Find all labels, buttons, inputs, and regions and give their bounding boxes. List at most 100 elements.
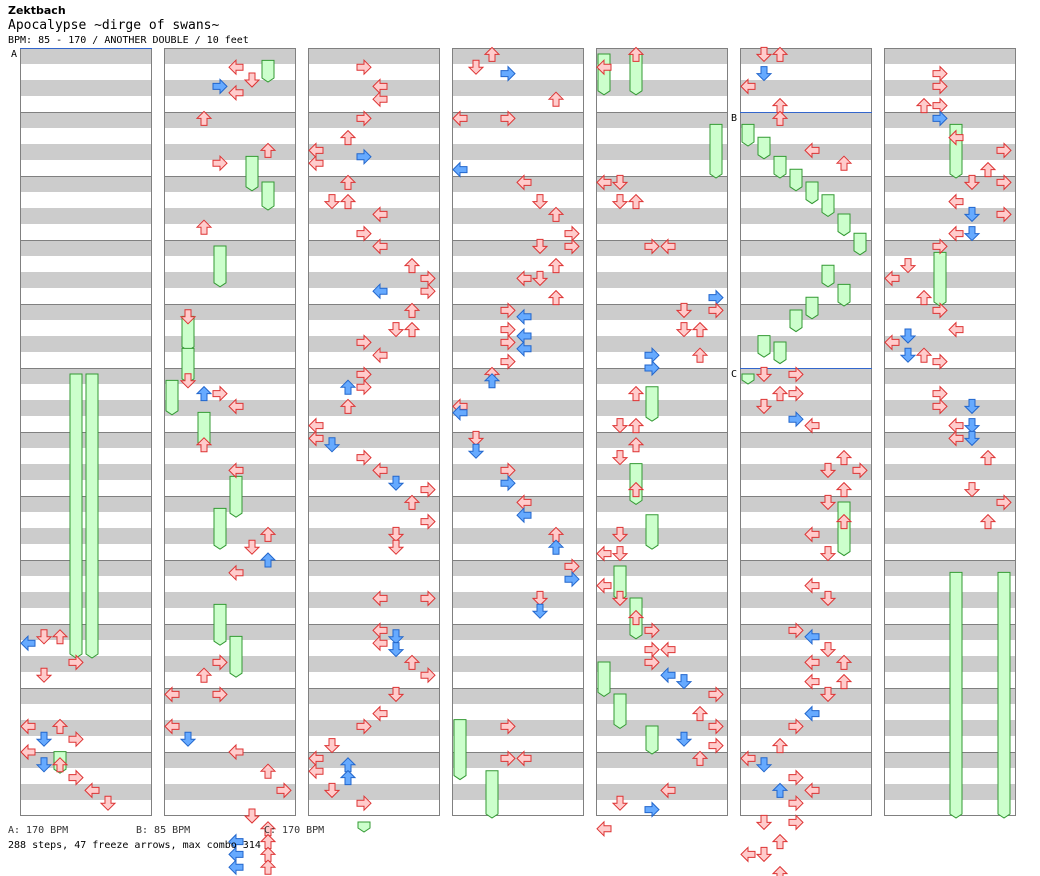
step-arrow <box>788 622 804 639</box>
freeze-arrow <box>165 379 179 416</box>
step-arrow <box>691 705 709 722</box>
beat-stripe <box>884 48 1016 64</box>
step-arrow-shape <box>996 142 1012 159</box>
step-arrow-shape <box>948 321 964 338</box>
step-arrow-shape <box>500 750 516 767</box>
step-arrow <box>387 686 405 703</box>
step-arrow-shape <box>899 258 917 274</box>
beat-stripe <box>164 304 296 320</box>
step-arrow <box>228 743 244 761</box>
step-arrow <box>516 174 532 191</box>
step-arrow <box>179 309 197 325</box>
freeze-arrow <box>741 373 755 385</box>
beat-stripe <box>308 176 440 192</box>
step-arrow <box>755 846 773 863</box>
step-arrow <box>979 513 997 530</box>
step-arrow-shape <box>243 539 261 555</box>
step-arrow-shape <box>339 193 357 210</box>
column-border <box>452 48 584 816</box>
step-arrow-shape <box>339 129 357 146</box>
beat-stripe <box>740 48 872 64</box>
step-arrow <box>500 750 516 767</box>
beat-stripe <box>452 80 584 96</box>
beat-stripe <box>308 48 440 64</box>
step-arrow <box>564 225 580 242</box>
step-arrow-shape <box>644 622 660 639</box>
step-arrow-shape <box>68 730 84 748</box>
step-arrow <box>387 322 405 338</box>
step-arrow <box>547 91 565 107</box>
step-arrow <box>372 78 388 95</box>
step-arrow <box>547 289 565 306</box>
beat-stripe <box>308 304 440 320</box>
step-arrow-shape <box>308 154 324 172</box>
step-arrow <box>547 257 565 274</box>
beat-stripe <box>20 144 152 160</box>
step-arrow <box>323 437 341 453</box>
step-arrow <box>35 629 53 645</box>
beat-stripe <box>596 336 728 352</box>
step-arrow-shape <box>627 609 645 626</box>
step-arrow-shape <box>788 622 804 639</box>
step-arrow <box>963 174 981 191</box>
step-arrow-shape <box>403 494 421 510</box>
step-arrow <box>596 58 612 76</box>
step-arrow-shape <box>259 859 277 875</box>
step-arrow-shape <box>228 398 244 415</box>
step-arrow-shape <box>932 302 948 319</box>
step-arrow-shape <box>308 750 324 767</box>
step-arrow <box>500 302 516 319</box>
step-arrow <box>788 814 804 831</box>
step-arrow <box>627 609 645 626</box>
step-arrow <box>420 481 436 498</box>
chart-column <box>596 48 728 816</box>
step-arrow <box>243 539 261 555</box>
step-arrow-shape <box>500 462 516 479</box>
step-arrow <box>835 481 853 498</box>
step-arrow <box>339 129 357 146</box>
step-arrow-shape <box>531 603 549 619</box>
step-arrow-shape <box>788 410 804 428</box>
step-arrow-shape <box>212 78 228 95</box>
step-arrow-shape <box>788 385 804 402</box>
step-arrow-shape <box>963 398 981 415</box>
step-arrow <box>804 417 820 434</box>
beat-stripe <box>740 240 872 256</box>
step-arrow-shape <box>755 366 773 383</box>
beat-stripe <box>884 400 1016 416</box>
beat-stripe <box>884 80 1016 96</box>
step-arrow-shape <box>996 494 1012 511</box>
step-arrow-shape <box>212 154 228 172</box>
step-arrow <box>403 494 421 510</box>
step-arrow-shape <box>547 91 565 107</box>
step-arrow <box>996 494 1012 511</box>
beat-stripe <box>452 432 584 448</box>
step-arrow-shape <box>500 302 516 319</box>
step-arrow-shape <box>804 526 820 543</box>
step-arrow <box>356 794 372 812</box>
step-arrow-shape <box>195 385 213 402</box>
beat-stripe <box>884 176 1016 192</box>
step-arrow-shape <box>259 821 277 837</box>
step-arrow <box>372 90 388 108</box>
beat-stripe <box>884 464 1016 480</box>
step-arrow <box>627 417 645 434</box>
step-arrow <box>948 193 964 210</box>
beat-stripe <box>164 560 296 576</box>
step-arrow-shape <box>932 238 948 255</box>
step-arrow <box>884 270 900 287</box>
step-arrow <box>804 782 820 799</box>
step-arrow-shape <box>691 321 709 338</box>
beat-stripe <box>308 272 440 288</box>
step-arrow <box>195 667 213 683</box>
step-arrow-shape <box>644 801 660 818</box>
step-arrow <box>372 346 388 364</box>
step-arrow <box>547 539 565 555</box>
step-arrow-shape <box>356 378 372 396</box>
step-arrow-shape <box>755 846 773 863</box>
freeze-arrow <box>597 661 611 698</box>
step-arrow-shape <box>819 494 837 511</box>
beat-stripe <box>596 272 728 288</box>
beat-stripe <box>20 656 152 672</box>
beat-stripe <box>20 80 152 96</box>
